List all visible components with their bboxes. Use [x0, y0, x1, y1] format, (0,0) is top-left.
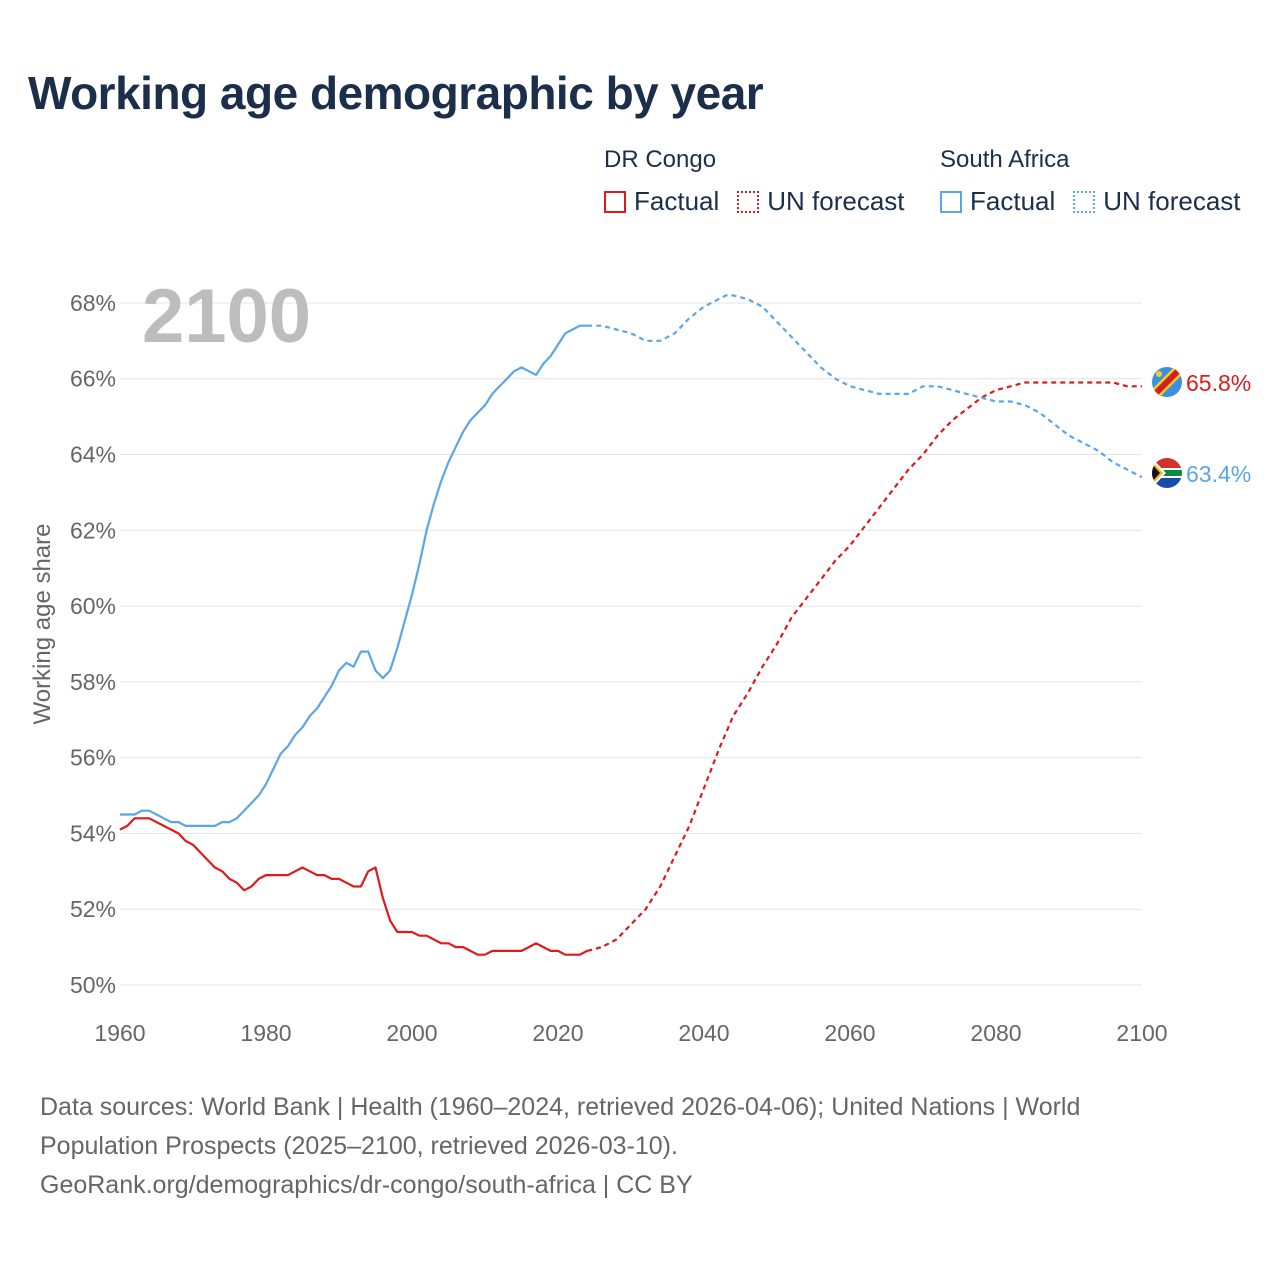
y-tick-label: 60%	[70, 593, 116, 619]
y-axis-label: Working age share	[29, 524, 56, 725]
legend-group-name: South Africa	[940, 146, 1070, 173]
sources-line: Data sources: World Bank | Health (1960–…	[40, 1093, 1081, 1121]
year-watermark: 2100	[142, 274, 311, 359]
grid-lines	[120, 302, 1142, 986]
x-tick-label: 1980	[240, 1020, 291, 1046]
x-tick-label: 2000	[386, 1020, 437, 1046]
y-tick-label: 50%	[70, 972, 116, 998]
series-line-dr-congo-factual[interactable]	[119, 817, 588, 956]
legend-item-dr-congo-forecast[interactable]: UN forecast	[737, 186, 905, 217]
legend-label: UN forecast	[1103, 186, 1241, 216]
x-tick-label: 1960	[94, 1020, 145, 1046]
y-tick-label: 62%	[70, 517, 116, 543]
y-tick-label: 54%	[70, 820, 116, 846]
chart-title: Working age demographic by year	[28, 67, 764, 119]
legend-label: UN forecast	[767, 186, 905, 216]
legend-label: Factual	[634, 186, 720, 216]
y-tick-label: 68%	[70, 290, 116, 316]
series-lines	[119, 294, 1143, 956]
legend-swatch-solid	[604, 190, 626, 213]
legend-swatch-dotted	[737, 190, 760, 213]
x-tick-label: 2060	[824, 1020, 875, 1046]
series-line-south-africa-forecast[interactable]	[587, 294, 1143, 479]
legend-group-south-africa: South Africa Factual UN forecast	[940, 146, 1259, 217]
series-line-south-africa-factual[interactable]	[120, 324, 588, 827]
x-tick-label: 2040	[678, 1020, 729, 1046]
legend-item-south-africa-forecast[interactable]: UN forecast	[1073, 186, 1241, 217]
legend-group-dr-congo: DR Congo Factual UN forecast	[604, 146, 923, 217]
x-axis-ticks: 1960 1980 2000 2020 2040 2060 2080 2100	[94, 1020, 1167, 1046]
y-tick-label: 58%	[70, 669, 116, 695]
line-chart: 50% 52% 54% 56% 58% 60% 62% 64% 66% 68% 1960 1980 2…	[29, 274, 1251, 1046]
y-tick-label: 56%	[70, 745, 116, 771]
sources-link[interactable]: GeoRank.org/demographics/dr-congo/south-…	[40, 1171, 693, 1199]
legend-swatch-solid	[940, 190, 962, 213]
legend-item-dr-congo-factual[interactable]: Factual	[604, 186, 719, 217]
legend-item-south-africa-factual[interactable]: Factual	[940, 186, 1055, 217]
legend-swatch-dotted	[1073, 190, 1096, 213]
y-tick-label: 52%	[70, 896, 116, 922]
end-value-label-south-africa: 63.4%	[1186, 461, 1251, 487]
y-axis-ticks: 50% 52% 54% 56% 58% 60% 62% 64% 66% 68%	[70, 290, 116, 998]
end-value-label-dr-congo: 65.8%	[1186, 370, 1251, 396]
x-tick-label: 2080	[970, 1020, 1021, 1046]
data-sources: Data sources: World Bank | Health (1960–…	[40, 1088, 1200, 1205]
sources-line: Population Prospects (2025–2100, retriev…	[40, 1132, 678, 1160]
flag-dr-congo-icon	[1152, 367, 1182, 397]
legend-group-name: DR Congo	[604, 146, 717, 173]
legend-label: Factual	[970, 186, 1056, 216]
series-line-dr-congo-forecast[interactable]	[586, 381, 1142, 952]
y-tick-label: 64%	[70, 442, 116, 468]
x-tick-label: 2100	[1116, 1020, 1167, 1046]
x-tick-label: 2020	[532, 1020, 583, 1046]
y-tick-label: 66%	[70, 366, 116, 392]
flag-south-africa-icon	[1152, 458, 1182, 488]
